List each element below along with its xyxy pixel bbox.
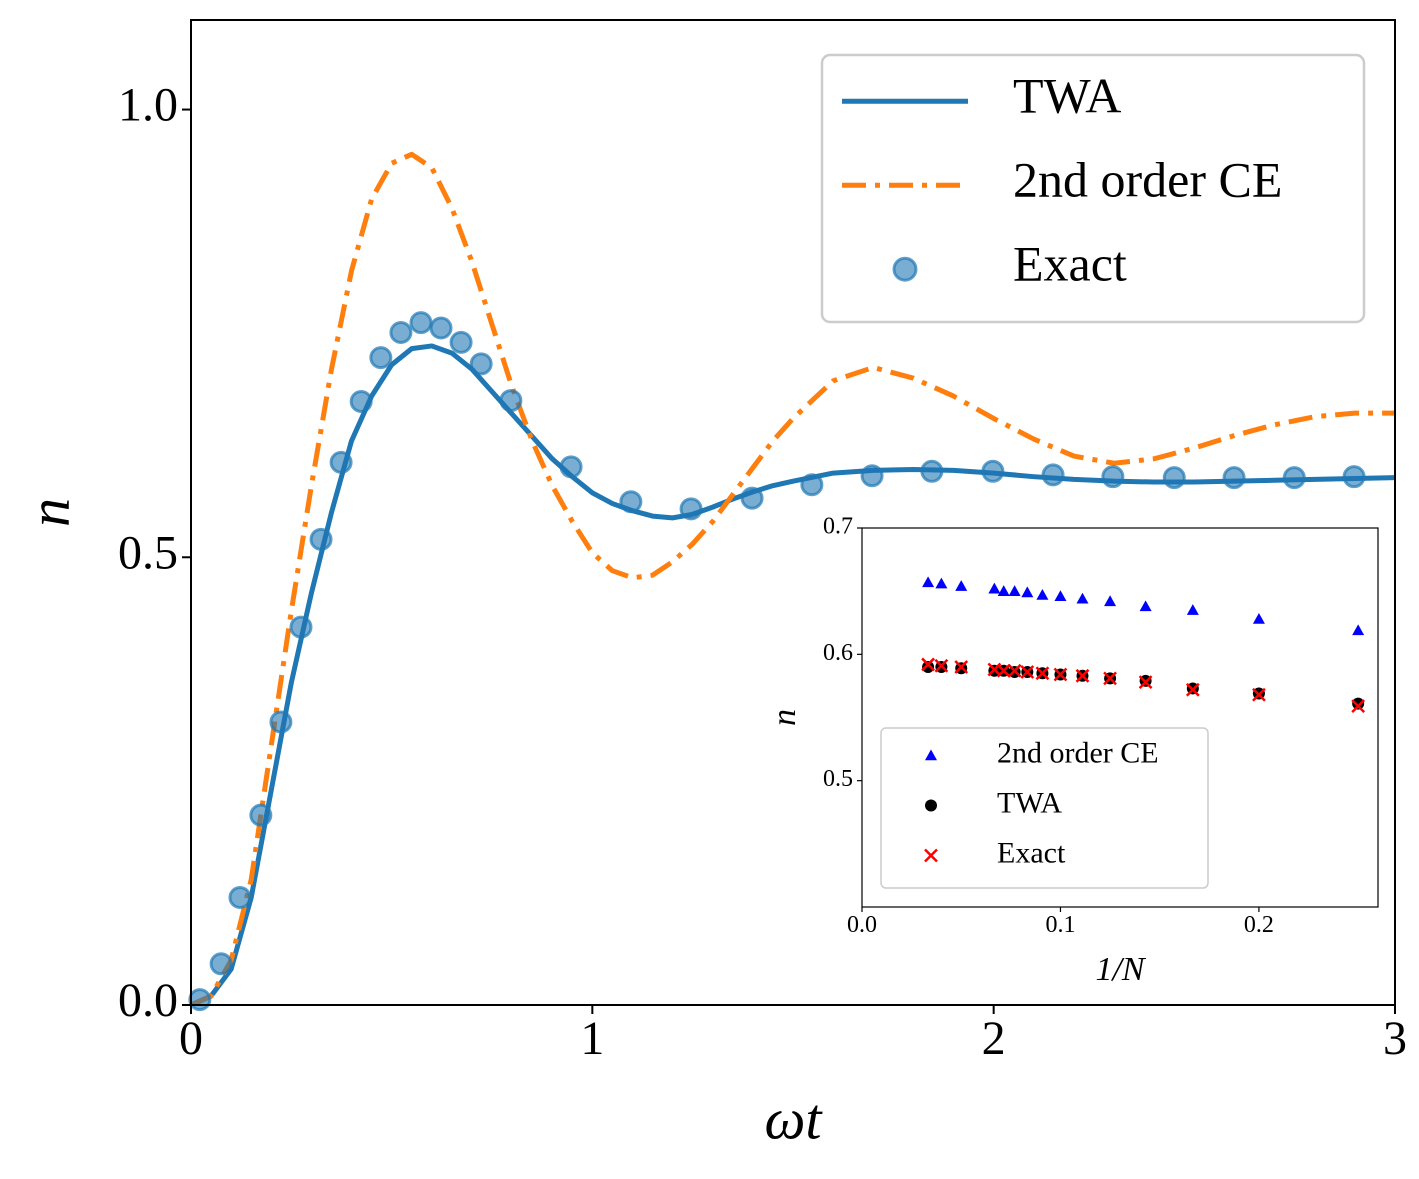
marker xyxy=(679,497,703,521)
marker xyxy=(349,389,373,413)
marker xyxy=(469,352,493,376)
marker xyxy=(1252,612,1265,624)
y-tick-label: 0.5 xyxy=(118,526,178,579)
marker xyxy=(1352,624,1365,636)
marker xyxy=(1352,697,1365,710)
marker xyxy=(800,473,824,497)
marker xyxy=(922,576,935,588)
marker xyxy=(1103,671,1117,686)
marker xyxy=(1101,465,1125,489)
marker xyxy=(981,459,1005,483)
legend-marker xyxy=(892,256,918,282)
axes-frame xyxy=(190,19,1396,1006)
legend-label: Exact xyxy=(1013,236,1127,292)
marker xyxy=(1007,663,1022,678)
marker xyxy=(389,321,413,345)
legend-label: TWA xyxy=(997,786,1062,819)
line xyxy=(191,343,1395,1005)
marker xyxy=(289,615,313,639)
x-tick-label: 0 xyxy=(179,1012,203,1065)
marker xyxy=(935,577,948,589)
marker xyxy=(1162,466,1186,490)
legend-box xyxy=(880,727,1209,889)
marker xyxy=(1041,463,1065,487)
y-tick-label: 0.6 xyxy=(823,640,853,666)
marker xyxy=(1252,687,1266,702)
x-tick-label: 0.1 xyxy=(1045,912,1075,938)
legend-label: 2nd order CE xyxy=(997,736,1159,769)
x-tick-label: 0.0 xyxy=(847,912,877,938)
marker xyxy=(429,316,453,340)
legend-marker xyxy=(924,848,938,863)
marker xyxy=(188,988,212,1012)
marker xyxy=(997,585,1010,596)
y-axis-label: n xyxy=(16,498,81,527)
marker xyxy=(1008,585,1021,596)
y-tick-label: 0.7 xyxy=(823,514,853,540)
marker xyxy=(740,486,764,510)
marker xyxy=(1186,604,1199,615)
marker xyxy=(954,660,969,674)
marker xyxy=(1104,595,1117,607)
marker xyxy=(329,450,353,474)
marker xyxy=(1036,588,1049,600)
y-tick-label: 0.5 xyxy=(823,766,853,792)
marker xyxy=(1342,465,1366,489)
line xyxy=(191,151,1395,1005)
marker xyxy=(996,663,1011,678)
marker xyxy=(860,464,884,488)
marker xyxy=(1054,590,1067,602)
marker xyxy=(499,389,523,413)
axes-frame xyxy=(861,527,1379,908)
plot-layer xyxy=(191,151,1395,1005)
marker xyxy=(409,311,433,335)
marker xyxy=(1076,592,1089,604)
y-tick-label: 1.0 xyxy=(118,79,178,132)
marker xyxy=(1185,682,1200,697)
legend-label: 2nd order CE xyxy=(1013,152,1282,208)
x-tick-label: 2 xyxy=(982,1012,1006,1065)
marker xyxy=(1020,665,1035,679)
marker xyxy=(309,527,333,551)
marker xyxy=(209,952,233,976)
marker xyxy=(559,455,583,479)
marker xyxy=(249,803,273,827)
x-axis-label: 1/N xyxy=(1095,951,1146,988)
marker xyxy=(369,346,393,370)
marker xyxy=(619,490,643,514)
marker xyxy=(1075,668,1090,683)
marker xyxy=(955,580,968,591)
legend-label: Exact xyxy=(997,836,1066,869)
marker xyxy=(1053,667,1068,682)
marker xyxy=(228,886,252,910)
marker xyxy=(1351,699,1366,714)
marker xyxy=(922,660,935,673)
marker xyxy=(921,657,935,672)
y-axis-label: n xyxy=(766,709,803,726)
x-tick-label: 1 xyxy=(580,1012,604,1065)
marker xyxy=(920,459,944,483)
marker xyxy=(934,658,949,673)
marker xyxy=(1282,466,1306,490)
marker xyxy=(1138,675,1153,690)
legend-marker xyxy=(925,799,937,812)
x-axis-label: ωt xyxy=(764,1086,823,1151)
legend-marker xyxy=(925,749,937,761)
marker xyxy=(1139,600,1152,612)
marker xyxy=(988,582,1001,594)
marker xyxy=(1021,586,1034,598)
legend-label: TWA xyxy=(1013,68,1121,124)
y-tick-label: 0.0 xyxy=(118,974,178,1027)
marker xyxy=(269,710,293,734)
x-tick-label: 3 xyxy=(1383,1012,1407,1065)
marker xyxy=(449,330,473,354)
x-tick-label: 0.2 xyxy=(1244,912,1274,938)
marker xyxy=(1222,466,1246,490)
legend-box xyxy=(820,53,1366,324)
marker xyxy=(1035,666,1050,681)
